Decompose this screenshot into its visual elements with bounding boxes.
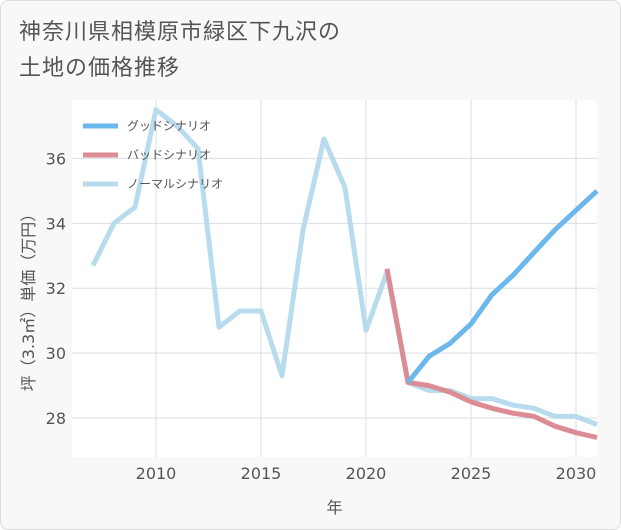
x-tick-label: 2025 [451,464,492,483]
y-tick-label: 30 [46,344,66,363]
chart-title: 神奈川県相模原市緑区下九沢の 土地の価格推移 [19,15,341,87]
title-line-2: 土地の価格推移 [19,56,181,81]
legend-label-1: バッドシナリオ [127,148,211,162]
x-axis-label: 年 [326,498,342,517]
y-tick-label: 36 [46,149,66,168]
legend-label-0: グッドシナリオ [127,119,211,133]
x-tick-label: 2020 [346,464,387,483]
title-line-1: 神奈川県相模原市緑区下九沢の [19,20,342,45]
legend-label-2: ノーマルシナリオ [127,177,223,191]
x-tick-label: 2015 [241,464,282,483]
x-tick-label: 2010 [136,464,177,483]
y-tick-label: 28 [46,409,66,428]
series-line-1 [384,268,598,440]
x-tick-label: 2030 [556,464,597,483]
series-line-2 [90,107,598,427]
y-tick-label: 34 [46,214,66,233]
y-tick-label: 32 [46,279,66,298]
series-line-0 [406,189,599,384]
y-axis-label: 坪（3.3㎡）単価（万円） [19,206,38,391]
